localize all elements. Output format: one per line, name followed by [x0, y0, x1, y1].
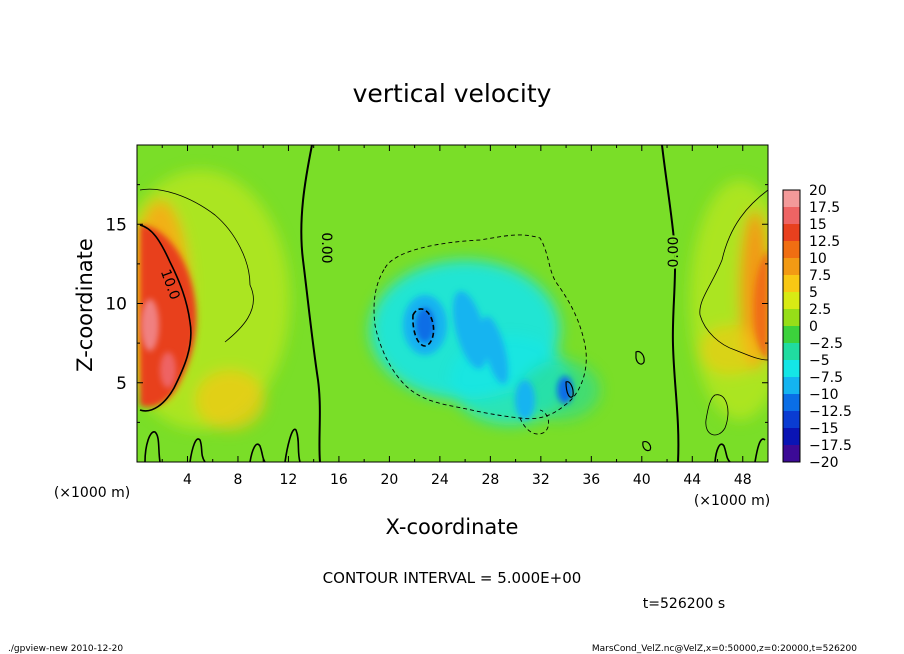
contour-five-left	[139, 188, 254, 343]
colorbar-label: 0	[809, 319, 818, 335]
colorbar: 2017.51512.5107.552.50−2.5−5−7.5−10−12.5…	[782, 183, 852, 471]
contour-minus-ten	[412, 308, 435, 347]
x-tick-label: 36	[582, 472, 600, 488]
plot-area	[137, 145, 768, 462]
x-tick-label: 12	[280, 472, 298, 488]
footer-right: MarsCond_VelZ.nc@VelZ,x=0:50000,z=0:2000…	[592, 644, 857, 654]
colorbar-label: 15	[809, 217, 827, 233]
colorbar-swatch	[783, 428, 800, 446]
colorbar-label: 7.5	[809, 268, 831, 284]
colorbar-swatch	[783, 241, 800, 259]
colorbar-swatch	[783, 309, 800, 327]
x-tick-label: 4	[183, 472, 192, 488]
colorbar-swatch	[783, 224, 800, 242]
updraft-core-right	[753, 250, 768, 360]
colorbar-label: −12.5	[809, 404, 852, 420]
colorbar-swatch	[783, 326, 800, 344]
chart-title: vertical velocity	[353, 79, 552, 108]
colorbar-label: −10	[809, 387, 839, 403]
colorbar-label: 17.5	[809, 200, 840, 216]
colorbar-swatch	[783, 190, 800, 208]
contour-minus-five-tail	[519, 409, 550, 435]
x-tick-label: 48	[734, 472, 752, 488]
colorbar-label: −7.5	[809, 370, 843, 386]
colorbar-label: −2.5	[809, 336, 843, 352]
footer-left: ./gpview-new 2010-12-20	[8, 644, 123, 654]
y-axis-label: Z-coordinate	[73, 238, 97, 372]
contour-small-center	[565, 381, 574, 398]
colorbar-swatch	[783, 360, 800, 378]
contour-ten-left	[139, 224, 192, 412]
colorbar-swatch	[783, 445, 800, 463]
colorbar-frame	[782, 189, 801, 463]
colorbar-swatch	[783, 292, 800, 310]
colorbar-swatch	[783, 411, 800, 429]
colorbar-label: 10	[809, 251, 827, 267]
colorbar-label: 12.5	[809, 234, 840, 250]
colorbar-swatch	[783, 258, 800, 276]
x-tick-label: 44	[683, 472, 701, 488]
contour-label-zero-right: 0.00	[666, 236, 682, 267]
y-axis-ticks: 5 10 15	[105, 184, 768, 423]
colorbar-label: −5	[809, 353, 830, 369]
contour-zero-right	[661, 145, 680, 462]
y-tick-label: 15	[105, 215, 127, 235]
contour-minus-five	[373, 234, 587, 420]
colorbar-swatch	[783, 377, 800, 395]
x-axis-ticks: 4 8 12 16 20 24 28 32 36 40 44 48	[161, 145, 752, 488]
x-tick-label: 20	[380, 472, 398, 488]
colorbar-swatch	[783, 275, 800, 293]
contour-label-zero-left: 0.00	[318, 232, 334, 263]
colorbar-label: 2.5	[809, 302, 831, 318]
contour-zero-left	[300, 145, 321, 462]
x-axis-label: X-coordinate	[386, 515, 519, 539]
colorbar-label: −15	[809, 421, 839, 437]
contour-five-right-small	[705, 394, 729, 436]
updraft-sub-left	[160, 352, 176, 388]
x-tick-label: 32	[532, 472, 550, 488]
y-unit-label: (×1000 m)	[54, 485, 130, 501]
contour-small-right2	[642, 441, 652, 452]
colorbar-swatch	[783, 394, 800, 412]
contour-lines	[139, 145, 768, 462]
colorbar-label: −17.5	[809, 438, 852, 454]
colorbar-label: −20	[809, 455, 839, 471]
x-tick-label: 40	[633, 472, 651, 488]
contour-bottom-bumps	[144, 428, 766, 462]
contour-interval-note: CONTOUR INTERVAL = 5.000E+00	[323, 569, 582, 587]
contour-five-right	[699, 189, 768, 361]
updraft-core-left	[140, 225, 197, 407]
contour-small-right	[635, 350, 645, 365]
colorbar-label: 20	[809, 183, 827, 199]
x-tick-label: 8	[233, 472, 242, 488]
downdraft-cores	[403, 291, 573, 420]
x-tick-label: 16	[330, 472, 348, 488]
colorbar-label: 5	[809, 285, 818, 301]
x-tick-label: 28	[481, 472, 499, 488]
colorbar-swatch	[783, 343, 800, 361]
y-tick-label: 5	[116, 374, 127, 394]
x-unit-label: (×1000 m)	[694, 493, 770, 509]
colorbar-swatch	[783, 207, 800, 225]
y-tick-label: 10	[105, 295, 127, 315]
updraft-peak-left	[141, 299, 159, 351]
time-label: t=526200 s	[643, 596, 725, 612]
field-shading	[137, 170, 768, 430]
x-tick-label: 24	[431, 472, 449, 488]
